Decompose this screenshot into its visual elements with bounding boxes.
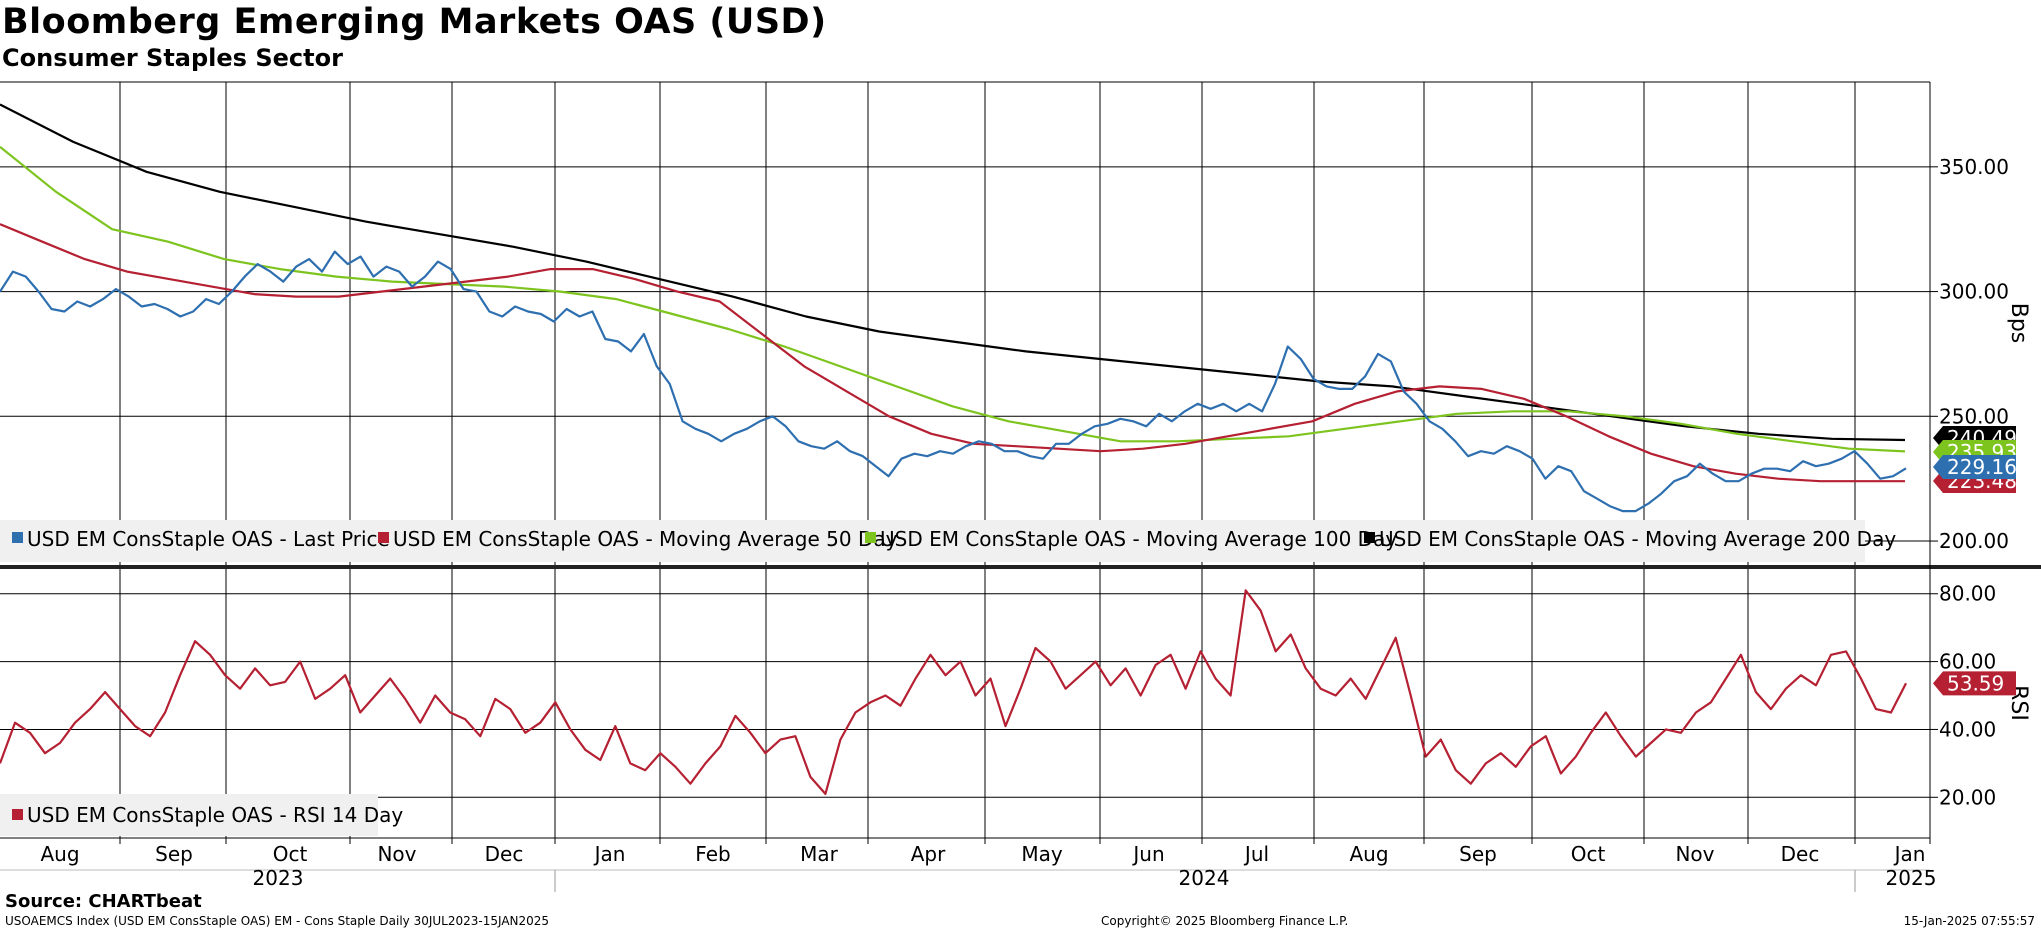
legend-swatch [12, 809, 23, 820]
x-month-label: Nov [1675, 842, 1714, 866]
legend-swatch [12, 532, 23, 543]
series-rsi-line [0, 589, 1907, 796]
upper-legend: USD EM ConsStaple OAS - Last Price USD EM… [0, 520, 1896, 562]
legend-label: USD EM ConsStaple OAS - Moving Average 5… [393, 527, 898, 551]
upper-y-tick-label: 350.00 [1939, 155, 2009, 179]
last-tag-rsi: 53.59 [1933, 671, 2016, 696]
x-month-label: Aug [40, 842, 79, 866]
lower-y-tick-label: 60.00 [1939, 650, 1996, 674]
upper-y-tick-label: 300.00 [1939, 280, 2009, 304]
x-month-label: Dec [485, 842, 524, 866]
lower-legend-bg [0, 794, 378, 836]
x-month-label: Mar [800, 842, 839, 866]
last-tag-last-price-text: 229.16 [1947, 455, 2017, 479]
upper-y-tick-label: 250.00 [1939, 404, 2009, 428]
x-month-label: Nov [377, 842, 416, 866]
upper-panel-grid [0, 166, 1930, 542]
lower-y-tick-label: 40.00 [1939, 717, 1996, 741]
x-month-label: Jan [1893, 842, 1926, 866]
lower-y-tick-label: 20.00 [1939, 785, 1996, 809]
legend-swatch [865, 532, 876, 543]
x-month-label: Aug [1349, 842, 1388, 866]
x-year-label: 2023 [253, 866, 304, 890]
series-ma50-line [0, 223, 1905, 483]
x-month-label: Dec [1781, 842, 1820, 866]
upper-legend-bg [0, 520, 1865, 562]
series-ma200-line [0, 103, 1906, 442]
lower-legend: USD EM ConsStaple OAS - RSI 14 Day [0, 794, 403, 836]
chart-title: Bloomberg Emerging Markets OAS (USD) [2, 2, 827, 42]
last-tag-rsi-text: 53.59 [1947, 671, 2004, 695]
legend-label: USD EM ConsStaple OAS - RSI 14 Day [27, 803, 403, 827]
month-gridlines [119, 82, 1856, 838]
x-year-label: 2025 [1886, 866, 1937, 890]
lower-y-tick-label: 80.00 [1939, 582, 1996, 606]
series-ma100-line [0, 146, 1906, 453]
legends[interactable]: USD EM ConsStaple OAS - Last Price USD EM… [0, 520, 1896, 836]
x-year-label: 2024 [1179, 866, 1230, 890]
axis-labels: 200.00 250.00 300.00 350.00 20.00 40.00 60.00 8… [40, 155, 2031, 890]
footer-timestamp: 15-Jan-2025 07:55:57 [1903, 914, 2035, 928]
source-label: Source: CHARTbeat [5, 891, 202, 912]
x-month-label: Feb [695, 842, 730, 866]
x-month-label: Jul [1243, 842, 1269, 866]
last-tag-rsi-box [1933, 671, 2016, 696]
last-tag-last-price-box [1933, 455, 2016, 479]
x-month-label: Oct [273, 842, 308, 866]
lower-panel-grid [0, 593, 1930, 798]
x-month-label: Jun [1131, 842, 1164, 866]
x-month-label: Sep [155, 842, 193, 866]
upper-panel-series [0, 103, 1907, 513]
legend-label: USD EM ConsStaple OAS - Moving Average 2… [1379, 527, 1896, 551]
x-month-label: Oct [1571, 842, 1606, 866]
x-month-label: May [1021, 842, 1063, 866]
upper-y-axis-title: Bps [2006, 303, 2031, 344]
last-tag-last-price: 229.16 [1933, 455, 2017, 479]
legend-label: USD EM ConsStaple OAS - Last Price [27, 527, 390, 551]
chart-subtitle: Consumer Staples Sector [2, 44, 343, 72]
x-month-label: Sep [1459, 842, 1497, 866]
legend-swatch [378, 532, 389, 543]
legend-label: USD EM ConsStaple OAS - Moving Average 1… [880, 527, 1397, 551]
lower-panel-series [0, 589, 1907, 796]
series-last-price-line [0, 250, 1907, 513]
footer-index-info: USOAEMCS Index (USD EM ConsStaple OAS) E… [5, 914, 550, 928]
x-month-label: Jan [593, 842, 626, 866]
axes [0, 81, 2041, 892]
legend-swatch [1364, 532, 1375, 543]
x-month-label: Apr [911, 842, 946, 866]
upper-y-tick-label: 200.00 [1939, 529, 2009, 553]
footer-copyright: Copyright© 2025 Bloomberg Finance L.P. [1101, 914, 1349, 928]
